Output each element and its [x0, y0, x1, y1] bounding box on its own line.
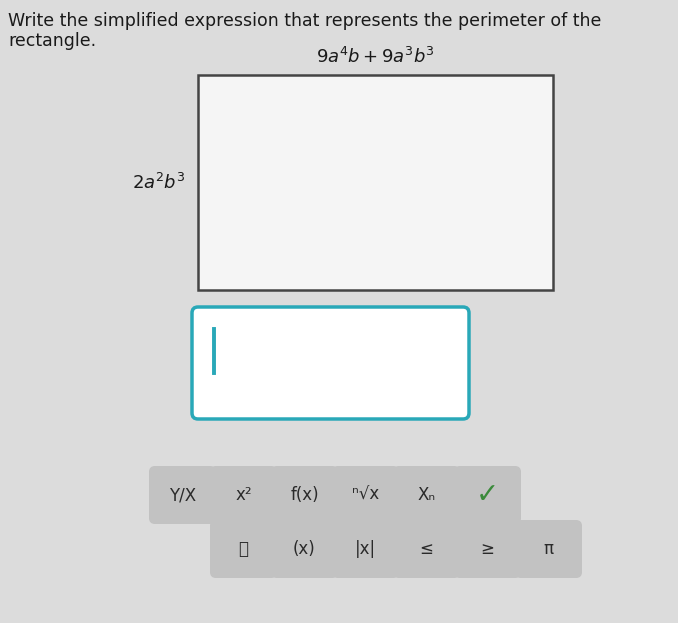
Text: Xₙ: Xₙ [418, 486, 435, 504]
Bar [198, 75, 553, 290]
FancyBboxPatch shape [271, 520, 338, 578]
FancyBboxPatch shape [454, 466, 521, 524]
Text: $2a^2b^3$: $2a^2b^3$ [132, 173, 186, 193]
FancyBboxPatch shape [210, 466, 277, 524]
FancyBboxPatch shape [149, 466, 216, 524]
Text: ✓: ✓ [476, 481, 499, 509]
FancyBboxPatch shape [454, 520, 521, 578]
Text: rectangle.: rectangle. [8, 32, 96, 50]
Text: $9a^4b + 9a^3b^3$: $9a^4b + 9a^3b^3$ [316, 47, 435, 67]
FancyBboxPatch shape [271, 466, 338, 524]
Text: |x|: |x| [355, 540, 376, 558]
Text: Write the simplified expression that represents the perimeter of the: Write the simplified expression that rep… [8, 12, 601, 30]
Text: 🗑: 🗑 [239, 540, 249, 558]
FancyBboxPatch shape [192, 307, 469, 419]
Text: f(x): f(x) [290, 486, 319, 504]
FancyBboxPatch shape [332, 520, 399, 578]
Text: ≥: ≥ [481, 540, 494, 558]
FancyBboxPatch shape [332, 466, 399, 524]
FancyBboxPatch shape [393, 520, 460, 578]
Text: x²: x² [235, 486, 252, 504]
Text: (x): (x) [293, 540, 316, 558]
FancyBboxPatch shape [515, 520, 582, 578]
Text: π: π [544, 540, 553, 558]
FancyBboxPatch shape [393, 466, 460, 524]
Text: ⁿ√x: ⁿ√x [352, 486, 379, 504]
Text: ≤: ≤ [420, 540, 433, 558]
FancyBboxPatch shape [210, 520, 277, 578]
Text: Y/X: Y/X [169, 486, 196, 504]
